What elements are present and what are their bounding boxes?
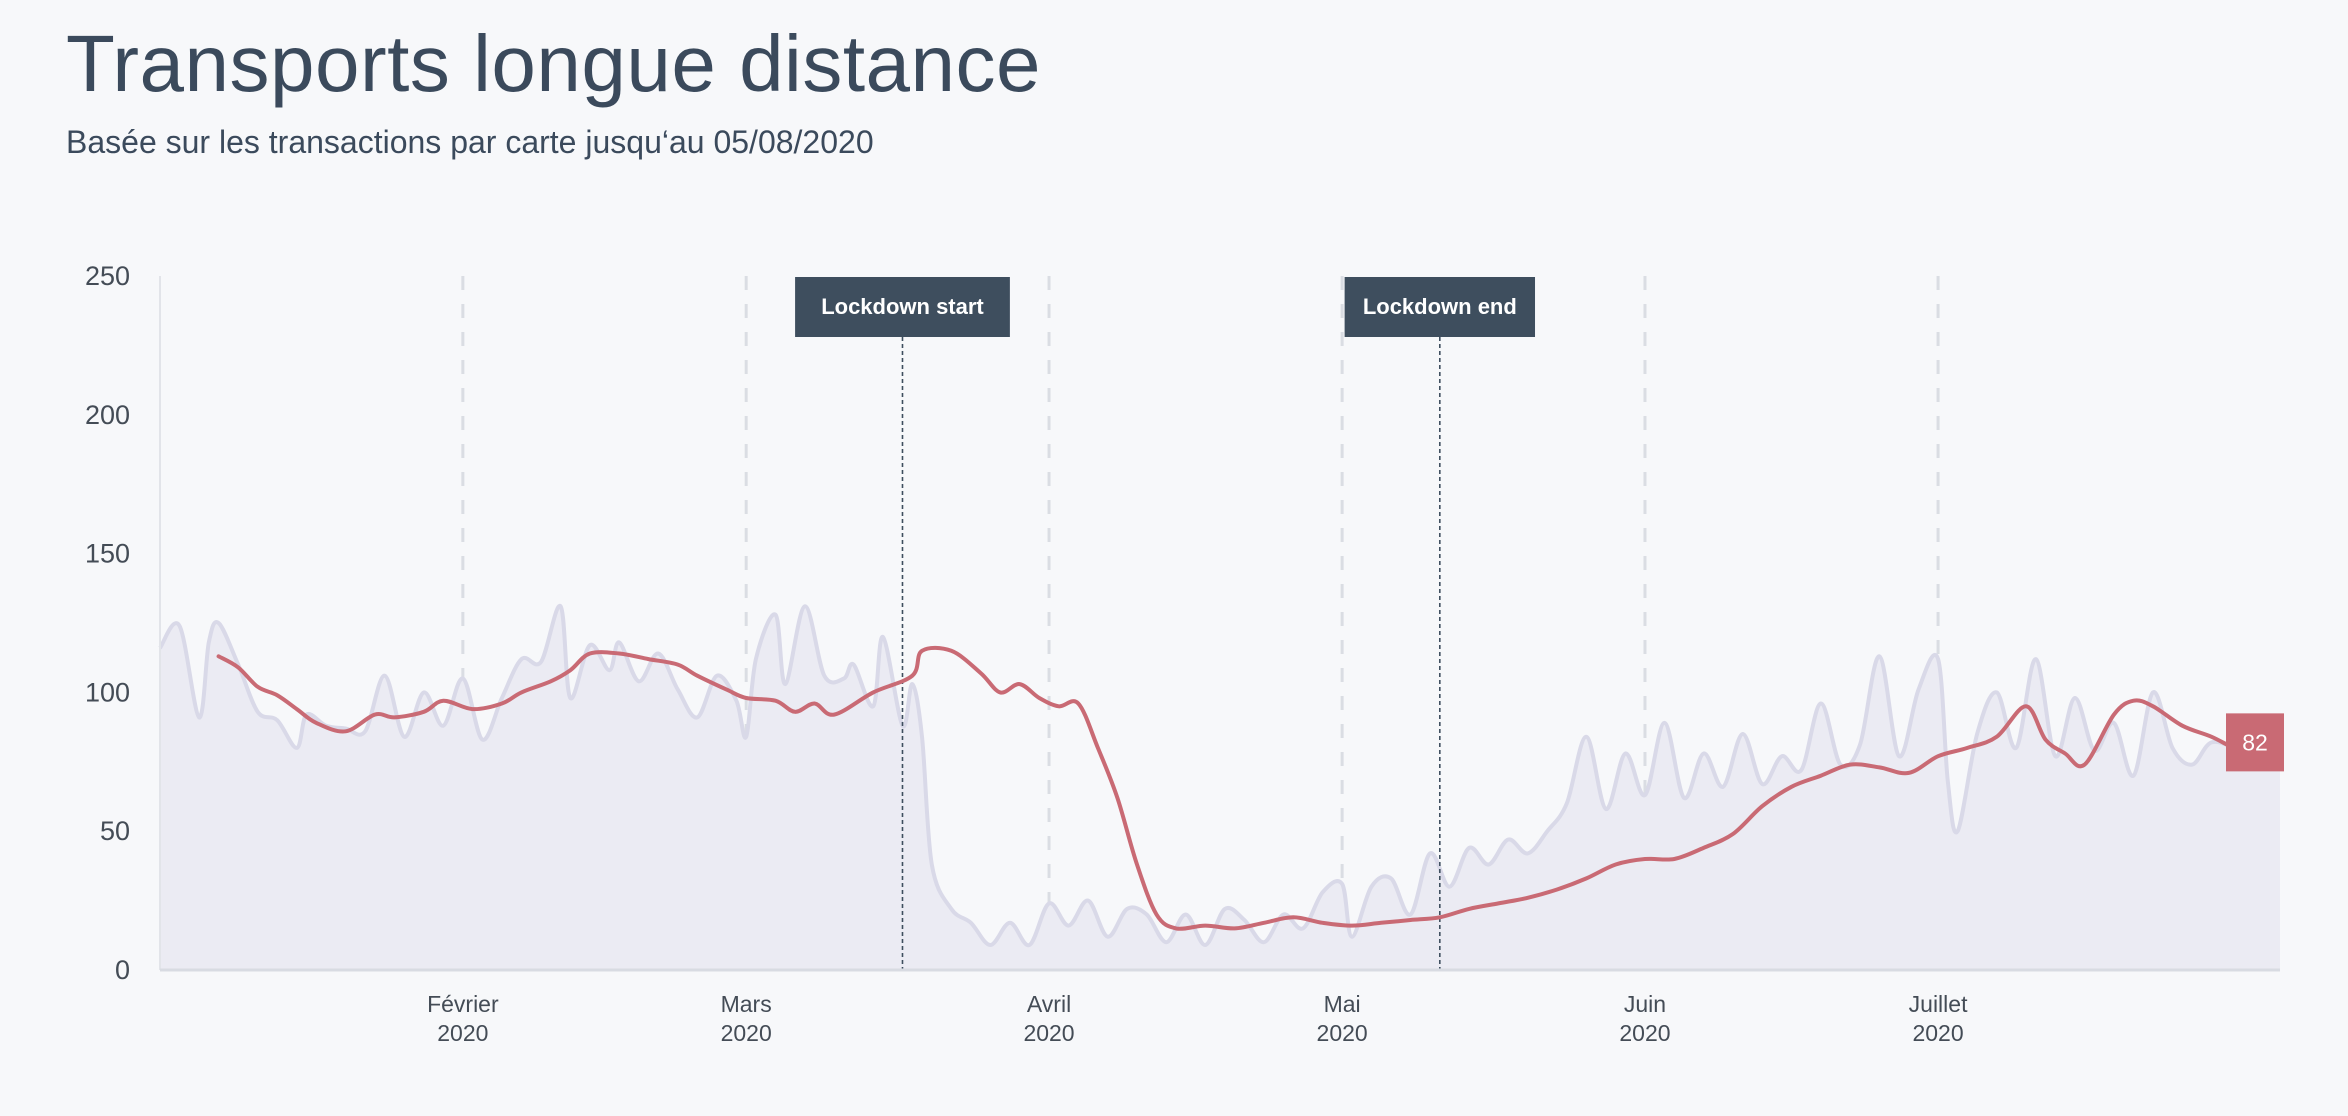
x-tick-label-year: 2020 bbox=[437, 1020, 488, 1046]
x-tick-label-year: 2020 bbox=[1619, 1020, 1670, 1046]
y-tick-label: 0 bbox=[115, 955, 130, 985]
y-tick-label: 50 bbox=[100, 816, 130, 846]
raw-area-layer bbox=[158, 604, 2281, 970]
x-tick-label-month: Juin bbox=[1624, 991, 1666, 1017]
raw-series-area bbox=[160, 605, 2280, 970]
last-value-badge bbox=[2226, 713, 2284, 772]
x-tick-label-month: Avril bbox=[1027, 991, 1071, 1017]
annotation-box: Lockdown end bbox=[1344, 277, 1536, 337]
chart-title: Transports longue distance bbox=[66, 19, 1042, 108]
annotation-box-bg bbox=[1344, 277, 1536, 337]
y-tick-label: 200 bbox=[85, 400, 130, 430]
y-tick-label: 100 bbox=[85, 677, 130, 707]
axis-layer: Février 2020 Mars 2020 Avril 2020 Mai 2020 Juin 2… bbox=[85, 261, 2280, 1046]
x-tick-label-month: Juillet bbox=[1909, 991, 1968, 1017]
y-tick-label: 150 bbox=[85, 539, 130, 569]
annotation-box-bg bbox=[795, 277, 1010, 337]
x-tick-label-month: Mai bbox=[1324, 991, 1361, 1017]
x-tick-label-year: 2020 bbox=[1023, 1020, 1074, 1046]
grid-layer bbox=[461, 276, 1940, 970]
x-tick-label-year: 2020 bbox=[1912, 1020, 1963, 1046]
annotation-label: Lockdown start bbox=[821, 294, 984, 319]
y-tick-label: 250 bbox=[85, 261, 130, 291]
raw-series-line bbox=[158, 604, 2281, 948]
x-tick-label-month: Mars bbox=[721, 991, 772, 1017]
x-tick-label-year: 2020 bbox=[721, 1020, 772, 1046]
last-value-layer: 82 bbox=[2226, 713, 2284, 772]
annotation-layer: Lockdown start Lockdown end bbox=[795, 277, 1536, 970]
x-tick-label-year: 2020 bbox=[1317, 1020, 1368, 1046]
annotation-label: Lockdown end bbox=[1363, 294, 1517, 319]
smoothed-line-layer bbox=[216, 645, 2263, 931]
chart-subtitle: Basée sur les transactions par carte jus… bbox=[66, 124, 874, 160]
x-tick-label-month: Février bbox=[427, 991, 499, 1017]
smoothed-series-line bbox=[216, 645, 2263, 931]
last-value-label: 82 bbox=[2242, 729, 2268, 755]
annotation-box: Lockdown start bbox=[795, 277, 1010, 337]
